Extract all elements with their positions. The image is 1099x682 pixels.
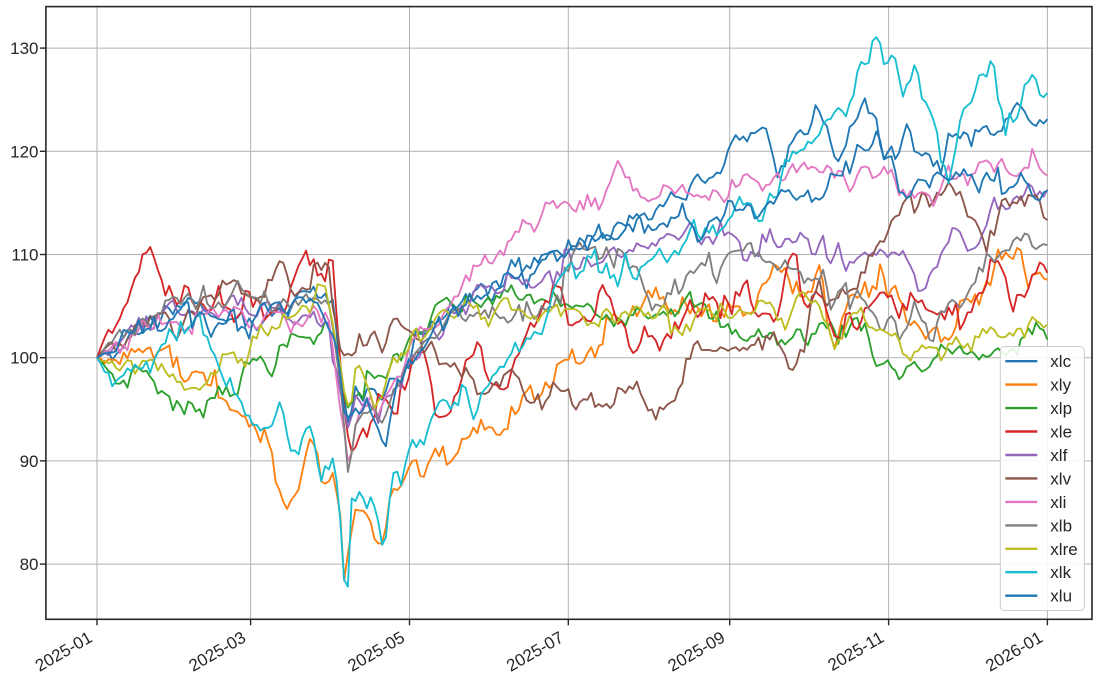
svg-text:xlc: xlc [1050,352,1071,371]
svg-text:xlu: xlu [1050,587,1072,606]
svg-text:100: 100 [10,349,38,368]
svg-text:80: 80 [20,555,39,574]
svg-text:xly: xly [1050,376,1071,395]
svg-text:xlf: xlf [1050,446,1067,465]
svg-text:xlb: xlb [1050,516,1072,535]
svg-text:xlk: xlk [1050,563,1071,582]
svg-text:120: 120 [10,142,38,161]
svg-text:xlre: xlre [1050,540,1077,559]
svg-text:xli: xli [1050,493,1066,512]
svg-text:xlp: xlp [1050,399,1072,418]
svg-text:xlv: xlv [1050,469,1071,488]
svg-text:130: 130 [10,39,38,58]
svg-text:90: 90 [20,452,39,471]
svg-text:xle: xle [1050,423,1072,442]
svg-text:110: 110 [11,246,38,265]
